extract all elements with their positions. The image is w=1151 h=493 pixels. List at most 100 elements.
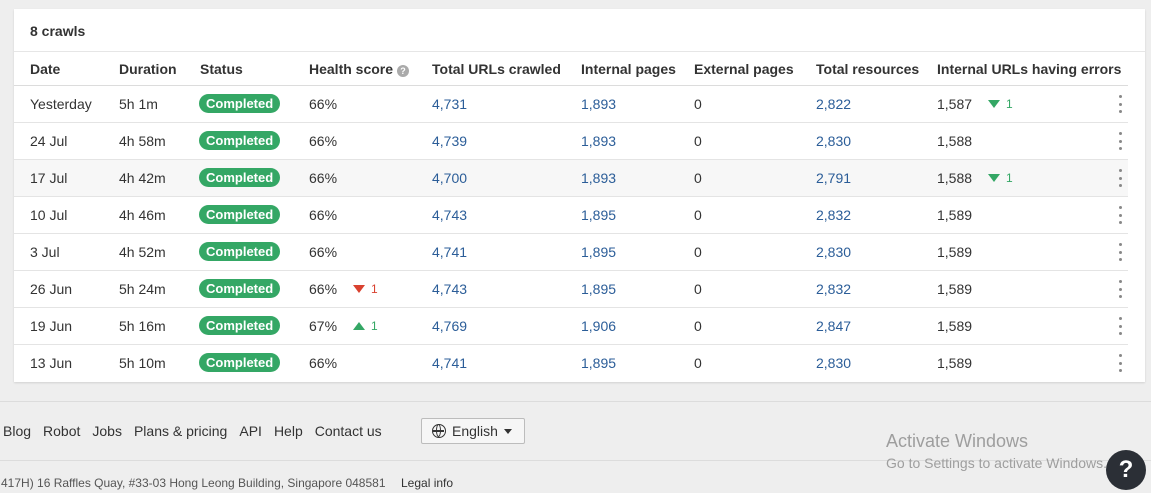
- arrow-up-icon: [353, 322, 365, 330]
- table-row[interactable]: 17 Jul 4h 42m Completed 66% 4,700 1,893 0 2,791…: [14, 160, 1128, 197]
- cell-duration: 5h 10m: [119, 355, 166, 371]
- footer-links: Blog Robot Jobs Plans & pricing API Help Conta…: [3, 423, 394, 439]
- cell-date: 3 Jul: [30, 244, 60, 260]
- cell-internal-pages[interactable]: 1,906: [581, 318, 617, 334]
- legal-info-link[interactable]: Legal info: [401, 476, 454, 490]
- col-internal-errors[interactable]: Internal URLs having errors: [937, 61, 1122, 77]
- footer-link-contact[interactable]: Contact us: [314, 423, 382, 439]
- cell-total-urls[interactable]: 4,700: [432, 170, 468, 186]
- footer-link-help[interactable]: Help: [273, 423, 303, 439]
- more-options-icon[interactable]: [1116, 317, 1124, 335]
- table-header: Date Duration Status Health score? Total…: [14, 52, 1128, 86]
- table-row[interactable]: Yesterday 5h 1m Completed 66% 4,731 1,893 0 2,8…: [14, 86, 1128, 123]
- cell-external-pages: 0: [694, 244, 702, 260]
- errors-delta-value: 1: [1006, 97, 1013, 111]
- col-health-score[interactable]: Health score?: [309, 61, 410, 77]
- divider: [0, 460, 1151, 461]
- more-options-icon[interactable]: [1116, 95, 1124, 113]
- health-delta-value: 1: [371, 319, 378, 333]
- cell-external-pages: 0: [694, 281, 702, 297]
- watermark-subtitle: Go to Settings to activate Windows.: [886, 455, 1107, 471]
- cell-duration: 5h 1m: [119, 96, 158, 112]
- status-badge: Completed: [199, 279, 281, 298]
- more-options-icon[interactable]: [1116, 132, 1124, 150]
- cell-internal-errors: 1,589: [937, 355, 973, 371]
- cell-total-urls[interactable]: 4,743: [432, 281, 468, 297]
- status-badge: Completed: [199, 353, 281, 372]
- cell-duration: 4h 58m: [119, 133, 166, 149]
- col-total-resources[interactable]: Total resources: [816, 61, 920, 77]
- col-external-pages[interactable]: External pages: [694, 61, 794, 77]
- cell-total-resources[interactable]: 2,822: [816, 96, 852, 112]
- footer-link-plans[interactable]: Plans & pricing: [133, 423, 228, 439]
- cell-total-urls[interactable]: 4,741: [432, 244, 468, 260]
- cell-internal-pages[interactable]: 1,895: [581, 355, 617, 371]
- cell-duration: 5h 16m: [119, 318, 166, 334]
- table-row[interactable]: 24 Jul 4h 58m Completed 66% 4,739 1,893 0 2,830…: [14, 123, 1128, 160]
- language-select[interactable]: English: [421, 418, 525, 444]
- cell-date: 26 Jun: [30, 281, 73, 297]
- table-body: Yesterday 5h 1m Completed 66% 4,731 1,893 0 2,8…: [14, 86, 1128, 382]
- more-options-icon[interactable]: [1116, 169, 1124, 187]
- errors-delta: 1: [988, 97, 1013, 111]
- caret-down-icon: [503, 429, 512, 434]
- table-row[interactable]: 3 Jul 4h 52m Completed 66% 4,741 1,895 0 2,830 1…: [14, 234, 1128, 271]
- cell-internal-pages[interactable]: 1,895: [581, 281, 617, 297]
- cell-internal-errors: 1,589: [937, 318, 973, 334]
- table-row[interactable]: 26 Jun 5h 24m Completed 66% 1 4,743 1,895 0 2,83…: [14, 271, 1128, 308]
- cell-date: 10 Jul: [30, 207, 68, 223]
- cell-external-pages: 0: [694, 170, 702, 186]
- cell-health-score: 66%: [309, 355, 338, 371]
- activate-windows-watermark: Activate Windows Go to Settings to activ…: [886, 431, 1107, 471]
- cell-duration: 5h 24m: [119, 281, 166, 297]
- cell-internal-pages[interactable]: 1,895: [581, 244, 617, 260]
- footer-link-blog[interactable]: Blog: [3, 423, 32, 439]
- cell-total-resources[interactable]: 2,830: [816, 355, 852, 371]
- health-delta-value: 1: [371, 282, 378, 296]
- more-options-icon[interactable]: [1116, 280, 1124, 298]
- col-status[interactable]: Status: [200, 61, 243, 77]
- footer-link-jobs[interactable]: Jobs: [92, 423, 122, 439]
- cell-internal-errors: 1,589: [937, 244, 973, 260]
- col-date[interactable]: Date: [30, 61, 61, 77]
- col-total-urls[interactable]: Total URLs crawled: [432, 61, 561, 77]
- cell-date: Yesterday: [30, 96, 92, 112]
- more-options-icon[interactable]: [1116, 243, 1124, 261]
- cell-total-resources[interactable]: 2,830: [816, 244, 852, 260]
- col-internal-pages[interactable]: Internal pages: [581, 61, 676, 77]
- more-options-icon[interactable]: [1116, 206, 1124, 224]
- table-row[interactable]: 13 Jun 5h 10m Completed 66% 4,741 1,895 0 2,830…: [14, 345, 1128, 382]
- more-options-icon[interactable]: [1116, 354, 1124, 372]
- table-row[interactable]: 19 Jun 5h 16m Completed 67% 1 4,769 1,906 0 2,84…: [14, 308, 1128, 345]
- cell-total-urls[interactable]: 4,741: [432, 355, 468, 371]
- cell-duration: 4h 42m: [119, 170, 166, 186]
- company-address: 417H) 16 Raffles Quay, #33-03 Hong Leong…: [1, 476, 386, 490]
- cell-total-urls[interactable]: 4,731: [432, 96, 468, 112]
- cell-total-resources[interactable]: 2,847: [816, 318, 852, 334]
- errors-delta-value: 1: [1006, 171, 1013, 185]
- cell-internal-pages[interactable]: 1,893: [581, 96, 617, 112]
- language-label: English: [452, 423, 498, 439]
- question-circle-icon[interactable]: ?: [397, 65, 410, 77]
- footer-link-robot[interactable]: Robot: [43, 423, 81, 439]
- table-row[interactable]: 10 Jul 4h 46m Completed 66% 4,743 1,895 0 2,832…: [14, 197, 1128, 234]
- cell-internal-pages[interactable]: 1,893: [581, 133, 617, 149]
- cell-total-resources[interactable]: 2,832: [816, 281, 852, 297]
- cell-internal-pages[interactable]: 1,895: [581, 207, 617, 223]
- cell-total-resources[interactable]: 2,832: [816, 207, 852, 223]
- arrow-down-icon: [353, 285, 365, 293]
- col-duration[interactable]: Duration: [119, 61, 177, 77]
- cell-total-resources[interactable]: 2,830: [816, 133, 852, 149]
- status-badge: Completed: [199, 242, 281, 261]
- cell-external-pages: 0: [694, 96, 702, 112]
- help-button[interactable]: ?: [1106, 450, 1146, 490]
- cell-internal-pages[interactable]: 1,893: [581, 170, 617, 186]
- cell-total-urls[interactable]: 4,739: [432, 133, 468, 149]
- status-badge: Completed: [199, 94, 281, 113]
- cell-total-urls[interactable]: 4,769: [432, 318, 468, 334]
- status-badge: Completed: [199, 131, 281, 150]
- cell-duration: 4h 46m: [119, 207, 166, 223]
- footer-link-api[interactable]: API: [239, 423, 262, 439]
- cell-total-urls[interactable]: 4,743: [432, 207, 468, 223]
- cell-total-resources[interactable]: 2,791: [816, 170, 852, 186]
